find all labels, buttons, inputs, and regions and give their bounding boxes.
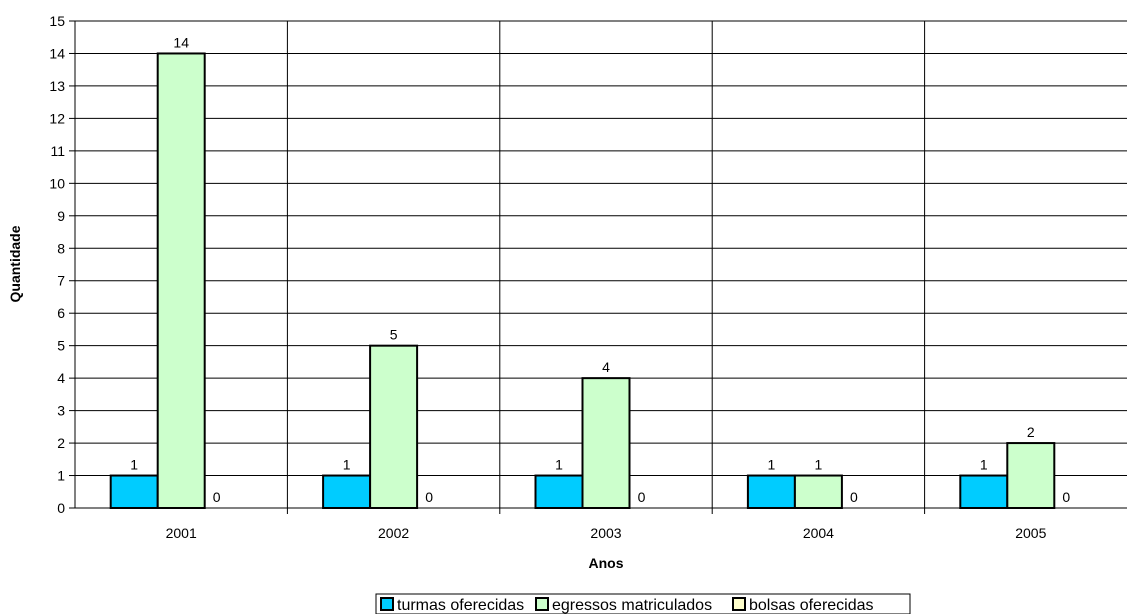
y-tick-label: 7: [57, 273, 65, 289]
data-label: 1: [980, 457, 988, 473]
data-label: 1: [343, 457, 351, 473]
bars: [109, 52, 1056, 510]
x-tick-label: 2004: [803, 525, 834, 541]
data-label: 1: [130, 457, 138, 473]
legend-label: bolsas oferecidas: [749, 597, 874, 614]
data-label: 0: [1062, 489, 1070, 505]
bar: [1006, 442, 1056, 510]
x-tick-label: 2001: [166, 525, 197, 541]
y-tick-label: 1: [57, 468, 65, 484]
data-label: 1: [768, 457, 776, 473]
data-label: 2: [1027, 424, 1035, 440]
y-tick-label: 0: [57, 500, 65, 516]
bar: [746, 474, 796, 509]
y-tick-label: 4: [57, 370, 65, 386]
bar: [322, 474, 372, 509]
y-tick-label: 3: [57, 403, 65, 419]
data-label: 5: [390, 327, 398, 343]
y-tick-label: 13: [49, 78, 65, 94]
x-tick-label: 2003: [590, 525, 621, 541]
legend-label: egressos matriculados: [552, 597, 712, 614]
bar: [581, 377, 631, 509]
bar: [534, 474, 584, 509]
y-tick-label: 5: [57, 338, 65, 354]
bar: [369, 344, 419, 509]
gridlines: [75, 20, 1127, 508]
legend-swatch: [535, 597, 549, 611]
y-axis-title: Quantidade: [7, 225, 23, 302]
data-label: 1: [815, 457, 823, 473]
bar: [156, 52, 206, 509]
y-tick-label: 9: [57, 208, 65, 224]
bar: [793, 474, 843, 509]
x-axis-title: Anos: [589, 555, 624, 571]
legend-swatch: [732, 597, 746, 611]
legend-box: [375, 593, 911, 614]
data-label: 0: [638, 489, 646, 505]
legend: turmas oferecidas egressos matriculados bo…: [375, 593, 911, 614]
y-tick-label: 12: [49, 110, 65, 126]
y-tick-label: 11: [50, 143, 65, 159]
legend-label: turmas oferecidas: [397, 597, 524, 614]
y-tick-label: 10: [49, 175, 65, 191]
y-tick-label: 2: [57, 435, 65, 451]
data-label: 0: [425, 489, 433, 505]
data-label: 14: [173, 34, 189, 50]
x-tick-label: 2005: [1015, 525, 1046, 541]
x-tick-label: 2002: [378, 525, 409, 541]
y-tick-label: 15: [49, 13, 65, 29]
data-label: 4: [602, 359, 610, 375]
y-tick-label: 14: [49, 45, 65, 61]
legend-swatch: [380, 597, 394, 611]
data-label: 0: [213, 489, 221, 505]
y-tick-label: 8: [57, 240, 65, 256]
data-label: 0: [850, 489, 858, 505]
data-label: 1: [555, 457, 563, 473]
y-tick-label: 6: [57, 305, 65, 321]
bar: [109, 474, 159, 509]
bar: [959, 474, 1009, 509]
